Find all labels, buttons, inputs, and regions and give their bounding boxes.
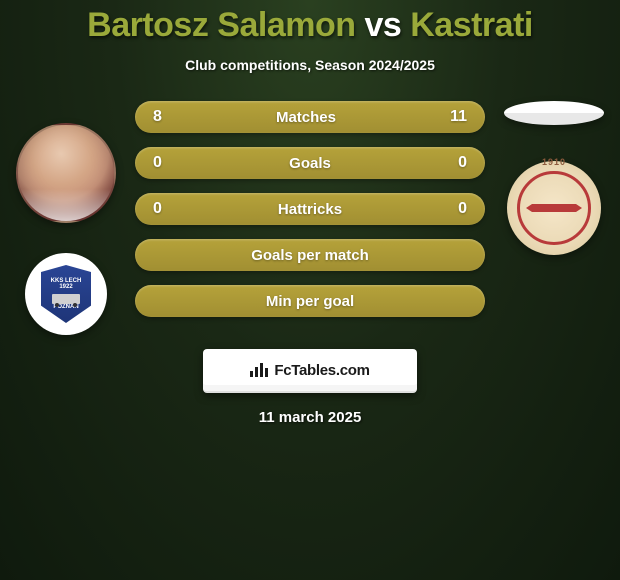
left-column: KKS LECH 1922 POZNAŃ	[11, 101, 121, 335]
stats-area: KKS LECH 1922 POZNAŃ 8 Matches 11 0 Goal…	[0, 101, 620, 335]
player2-flag	[504, 101, 604, 125]
stat-left-value: 0	[153, 200, 162, 218]
page-title: Bartosz Salamon vs Kastrati	[0, 0, 620, 45]
stat-left-value: 0	[153, 154, 162, 172]
club1-year: 1922	[59, 284, 72, 291]
stat-row-gpm: Goals per match	[135, 239, 485, 271]
train-icon	[52, 294, 80, 304]
player2-name: Kastrati	[410, 6, 533, 44]
stat-right-value: 0	[458, 154, 467, 172]
player2-club-badge	[507, 161, 601, 255]
stat-label: Hattricks	[278, 201, 342, 218]
stat-left-value: 8	[153, 108, 162, 126]
club1-line1: KKS LECH	[51, 278, 82, 285]
branding-text: FcTables.com	[274, 362, 369, 379]
date-label: 11 march 2025	[0, 409, 620, 426]
stat-label: Min per goal	[266, 293, 354, 310]
stat-row-matches: 8 Matches 11	[135, 101, 485, 133]
ribbon-icon	[532, 204, 576, 212]
stat-row-goals: 0 Goals 0	[135, 147, 485, 179]
stat-bars: 8 Matches 11 0 Goals 0 0 Hattricks 0 Goa…	[135, 101, 485, 317]
right-column	[499, 101, 609, 255]
stat-right-value: 0	[458, 200, 467, 218]
chart-icon	[250, 363, 268, 377]
vs-label: vs	[364, 6, 401, 44]
stat-row-hattricks: 0 Hattricks 0	[135, 193, 485, 225]
player1-photo	[16, 123, 116, 223]
stat-label: Matches	[276, 109, 336, 126]
subtitle: Club competitions, Season 2024/2025	[0, 57, 620, 73]
stat-row-mpg: Min per goal	[135, 285, 485, 317]
stat-label: Goals	[289, 155, 331, 172]
branding-box[interactable]: FcTables.com	[203, 349, 417, 393]
stat-label: Goals per match	[251, 247, 369, 264]
player1-club-badge: KKS LECH 1922 POZNAŃ	[25, 253, 107, 335]
stat-right-value: 11	[450, 108, 467, 126]
player1-name: Bartosz Salamon	[87, 6, 355, 44]
